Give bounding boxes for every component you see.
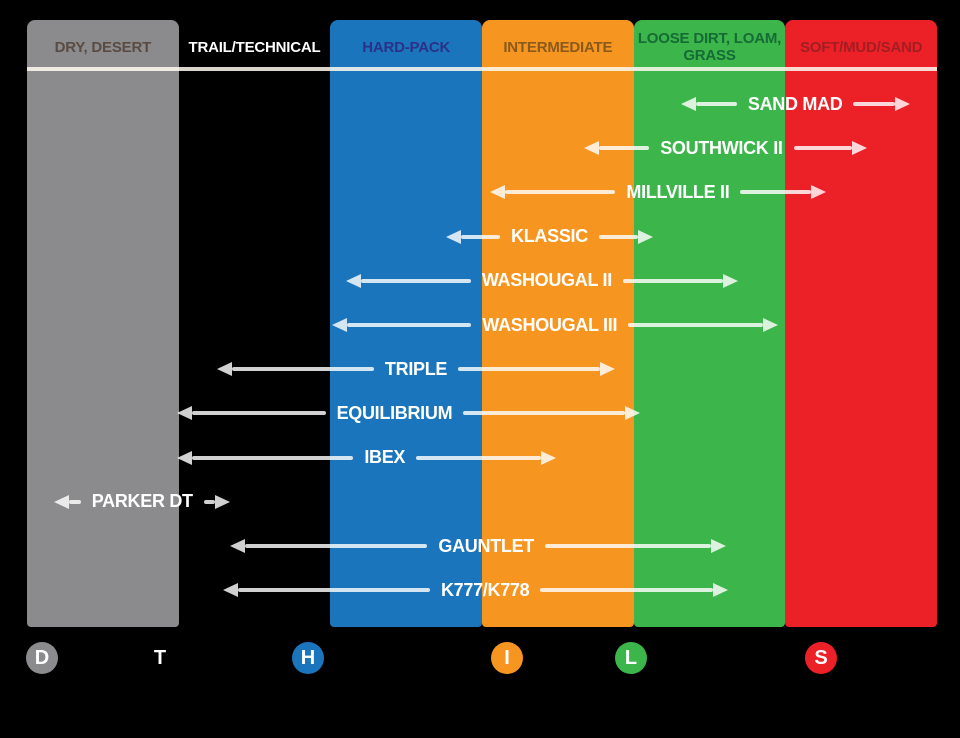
terrain-column-header-label: INTERMEDIATE <box>503 38 613 56</box>
right-arrow-icon <box>458 367 601 372</box>
tire-range-row: TRIPLE <box>217 357 616 381</box>
tire-range-row: KLASSIC <box>446 225 654 249</box>
tire-range-row: WASHOUGAL II <box>346 269 739 293</box>
tire-name-label: WASHOUGAL II <box>481 270 612 291</box>
tire-name-label: IBEX <box>364 447 406 468</box>
right-arrow-icon <box>416 455 542 460</box>
right-arrow-icon <box>203 499 216 504</box>
terrain-letter-badge-t: T <box>144 642 176 674</box>
terrain-letter-badge-l: L <box>615 642 647 674</box>
tire-name-label: GAUNTLET <box>438 535 534 556</box>
tire-range-row: WASHOUGAL III <box>332 313 778 337</box>
right-arrow-icon <box>540 588 713 593</box>
left-arrow-icon <box>598 146 650 151</box>
left-arrow-icon <box>237 588 430 593</box>
tire-range-row: PARKER DT <box>54 490 230 514</box>
left-arrow-icon <box>346 323 472 327</box>
terrain-letter-badge-h: H <box>292 642 324 674</box>
tire-range-row: K777/K778 <box>223 578 728 602</box>
left-arrow-icon <box>69 499 81 504</box>
right-arrow-icon <box>463 411 625 416</box>
terrain-column-header-label: HARD-PACK <box>362 38 451 56</box>
tire-name-label: PARKER DT <box>91 491 193 512</box>
tire-range-row: SOUTHWICK II <box>584 136 868 160</box>
terrain-column-i: INTERMEDIATE <box>482 20 634 627</box>
right-arrow-icon <box>853 102 895 106</box>
tire-name-label: MILLVILLE II <box>626 181 730 202</box>
tire-name-label: SAND MAD <box>747 93 843 114</box>
left-arrow-icon <box>245 544 428 548</box>
terrain-letter-badge-d: D <box>26 642 58 674</box>
right-arrow-icon <box>598 234 639 239</box>
tire-range-row: SAND MAD <box>681 92 910 116</box>
terrain-column-t: TRAIL/TECHNICAL <box>178 20 331 627</box>
terrain-column-header-label: LOOSE DIRT, LOAM, GRASS <box>637 30 782 64</box>
tire-range-row: EQUILIBRIUM <box>177 401 640 425</box>
tire-name-label: K777/K778 <box>440 579 530 600</box>
terrain-column-s: SOFT/MUD/SAND <box>785 20 937 627</box>
tire-range-row: IBEX <box>177 446 556 470</box>
terrain-letter-badge-i: I <box>491 642 523 674</box>
terrain-column-d: DRY, DESERT <box>27 20 179 627</box>
tire-name-label: EQUILIBRIUM <box>336 402 453 423</box>
left-arrow-icon <box>360 278 471 283</box>
left-arrow-icon <box>504 190 616 195</box>
left-arrow-icon <box>192 455 354 460</box>
right-arrow-icon <box>740 190 812 195</box>
right-arrow-icon <box>793 146 853 151</box>
tire-name-label: KLASSIC <box>511 226 588 247</box>
left-arrow-icon <box>231 367 374 372</box>
right-arrow-icon <box>628 323 763 327</box>
header-underline <box>27 67 937 71</box>
left-arrow-icon <box>695 102 737 106</box>
tire-name-label: WASHOUGAL III <box>482 314 618 335</box>
tire-range-row: MILLVILLE II <box>490 180 827 204</box>
tire-name-label: TRIPLE <box>384 358 448 379</box>
terrain-letter-badge-s: S <box>805 642 837 674</box>
tire-range-row: GAUNTLET <box>230 534 726 558</box>
right-arrow-icon <box>622 278 724 283</box>
terrain-column-header-label: TRAIL/TECHNICAL <box>188 38 321 56</box>
terrain-column-header-label: SOFT/MUD/SAND <box>799 38 923 56</box>
left-arrow-icon <box>192 411 326 416</box>
left-arrow-icon <box>460 234 501 239</box>
tire-name-label: SOUTHWICK II <box>660 137 783 158</box>
right-arrow-icon <box>545 544 712 548</box>
terrain-column-header-label: DRY, DESERT <box>54 38 152 56</box>
